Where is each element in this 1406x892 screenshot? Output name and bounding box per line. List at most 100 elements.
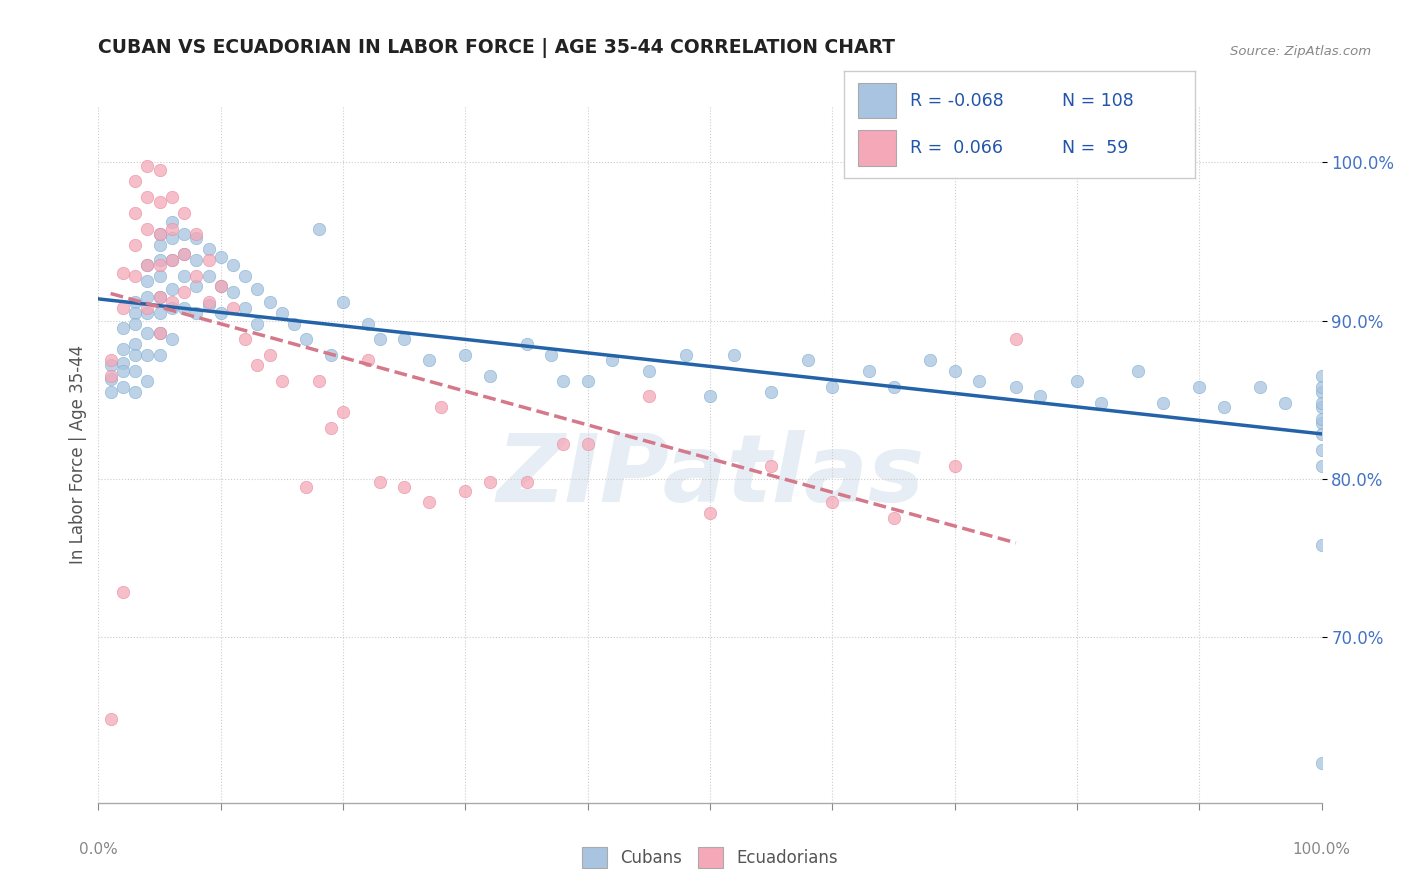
Point bbox=[699, 389, 721, 403]
Point bbox=[1004, 380, 1026, 394]
Point bbox=[1310, 538, 1333, 552]
Point bbox=[943, 458, 966, 473]
Point bbox=[124, 337, 146, 351]
Point bbox=[136, 258, 159, 272]
Point bbox=[149, 326, 172, 340]
Point bbox=[883, 511, 905, 525]
Point bbox=[136, 305, 159, 319]
Point bbox=[124, 294, 146, 309]
Point bbox=[295, 333, 318, 347]
Point bbox=[576, 374, 599, 388]
Point bbox=[160, 221, 183, 235]
Point bbox=[1128, 364, 1150, 378]
Point bbox=[515, 337, 537, 351]
Point bbox=[233, 301, 256, 315]
Point bbox=[1188, 380, 1211, 394]
Point bbox=[356, 317, 378, 331]
Point bbox=[246, 282, 269, 296]
Point bbox=[209, 305, 232, 319]
Point bbox=[1212, 401, 1234, 415]
Point bbox=[1310, 458, 1333, 473]
Point bbox=[149, 269, 172, 284]
Point bbox=[1249, 380, 1271, 394]
Point bbox=[149, 290, 172, 304]
Point bbox=[1310, 401, 1333, 415]
Point bbox=[270, 374, 294, 388]
Point bbox=[186, 278, 208, 293]
Text: N =  59: N = 59 bbox=[1062, 139, 1128, 157]
Point bbox=[761, 458, 783, 473]
Point bbox=[136, 221, 159, 235]
Point bbox=[100, 353, 122, 368]
Point bbox=[259, 294, 281, 309]
Point bbox=[858, 364, 880, 378]
Point bbox=[553, 437, 575, 451]
Point bbox=[246, 317, 269, 331]
Point bbox=[283, 317, 305, 331]
Point bbox=[368, 475, 391, 489]
Point bbox=[308, 221, 330, 235]
Point bbox=[821, 495, 844, 509]
Point bbox=[723, 348, 745, 362]
Point bbox=[1310, 443, 1333, 458]
Point bbox=[197, 269, 219, 284]
Text: 100.0%: 100.0% bbox=[1292, 842, 1351, 857]
Point bbox=[173, 206, 195, 220]
Point bbox=[100, 384, 122, 399]
Point bbox=[1274, 395, 1296, 409]
Point bbox=[222, 258, 245, 272]
Point bbox=[160, 253, 183, 268]
Point bbox=[186, 253, 208, 268]
Point bbox=[149, 227, 172, 241]
Point bbox=[319, 421, 342, 435]
Text: ZIPatlas: ZIPatlas bbox=[496, 430, 924, 522]
Point bbox=[124, 364, 146, 378]
Point bbox=[295, 479, 318, 493]
Point bbox=[111, 321, 134, 335]
Point bbox=[186, 269, 208, 284]
Point bbox=[111, 301, 134, 315]
Point bbox=[197, 298, 219, 312]
Point bbox=[186, 231, 208, 245]
Point bbox=[943, 364, 966, 378]
Point bbox=[222, 301, 245, 315]
Point bbox=[883, 380, 905, 394]
Point bbox=[418, 353, 440, 368]
Point bbox=[356, 353, 378, 368]
Point bbox=[392, 333, 416, 347]
Point bbox=[160, 282, 183, 296]
Point bbox=[160, 253, 183, 268]
Point bbox=[160, 333, 183, 347]
Point bbox=[1152, 395, 1174, 409]
Point bbox=[100, 712, 122, 726]
Point bbox=[222, 285, 245, 299]
Text: Source: ZipAtlas.com: Source: ZipAtlas.com bbox=[1230, 45, 1371, 58]
Point bbox=[430, 401, 453, 415]
Point bbox=[418, 495, 440, 509]
Point bbox=[197, 294, 219, 309]
Point bbox=[1310, 411, 1333, 425]
Point bbox=[136, 290, 159, 304]
Point bbox=[761, 384, 783, 399]
Point bbox=[233, 333, 256, 347]
Point bbox=[124, 237, 146, 252]
Point bbox=[173, 285, 195, 299]
Point bbox=[821, 380, 844, 394]
Point bbox=[124, 348, 146, 362]
Point bbox=[160, 231, 183, 245]
Point bbox=[1310, 384, 1333, 399]
Point bbox=[233, 269, 256, 284]
Legend: Cubans, Ecuadorians: Cubans, Ecuadorians bbox=[575, 841, 845, 874]
Point bbox=[111, 364, 134, 378]
Point bbox=[186, 227, 208, 241]
Point bbox=[478, 475, 501, 489]
Point bbox=[1310, 395, 1333, 409]
Point bbox=[173, 269, 195, 284]
Point bbox=[160, 301, 183, 315]
Point bbox=[160, 294, 183, 309]
FancyBboxPatch shape bbox=[858, 83, 897, 119]
Point bbox=[136, 374, 159, 388]
Point bbox=[1090, 395, 1112, 409]
Point bbox=[124, 384, 146, 399]
Point bbox=[111, 585, 134, 599]
